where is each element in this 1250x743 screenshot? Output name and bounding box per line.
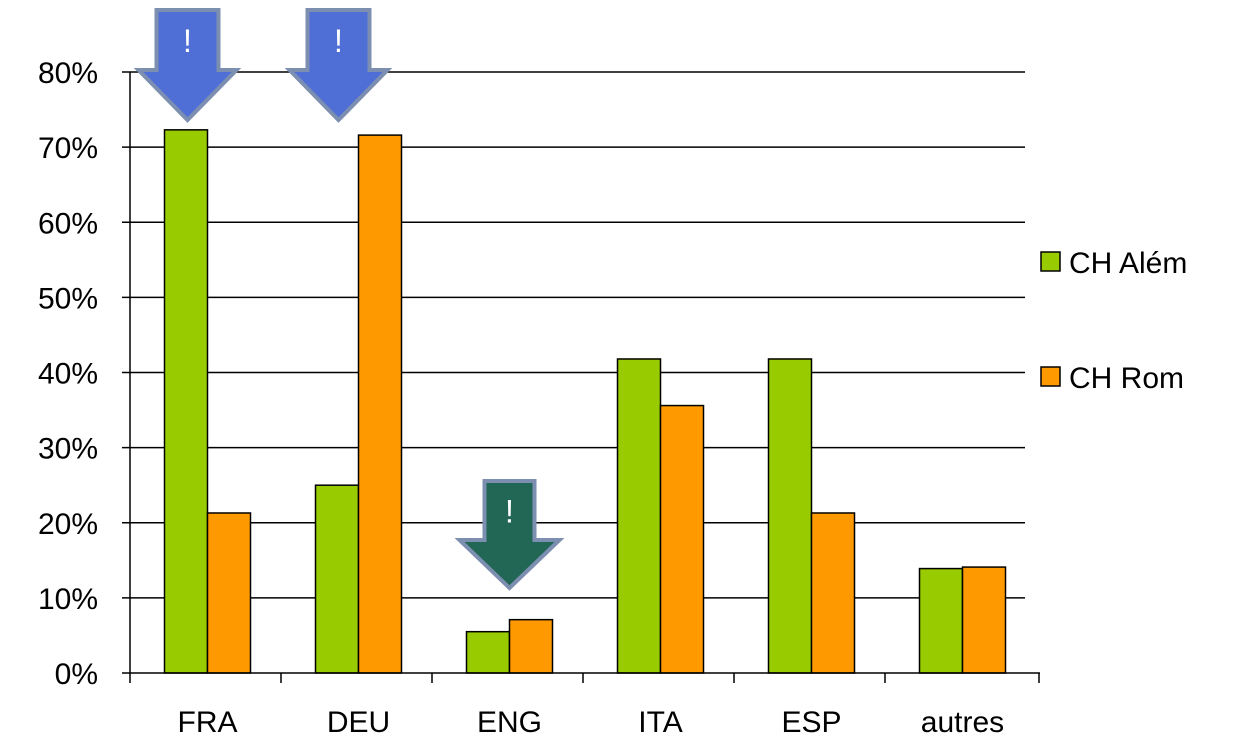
y-tick-label: 40% [38, 358, 98, 391]
legend: CH Além CH Rom [1040, 247, 1187, 395]
x-category-label: ITA [638, 706, 682, 739]
x-category-label: ENG [477, 706, 542, 739]
bar-eng-ch-alem [465, 630, 511, 674]
legend-swatch [1040, 251, 1061, 272]
bar-ita-ch-rom [659, 404, 705, 674]
bar-ita-ch-alem [616, 358, 662, 674]
y-tick-label: 50% [38, 282, 98, 315]
bars [163, 129, 1007, 674]
axis-labels: 0% 10% 20% 30% 40% 50% 60% 70% 80% FRA DEU ENG ITA ES… [38, 57, 1004, 739]
legend-label: CH Rom [1069, 362, 1184, 395]
down-arrow-icon [133, 8, 242, 123]
bar-eng-ch-rom [508, 618, 554, 674]
gridlines [130, 71, 1025, 599]
x-category-label: DEU [327, 706, 390, 739]
y-tick-label: 60% [38, 207, 98, 240]
x-category-label: FRA [178, 706, 238, 739]
axes [122, 71, 1040, 683]
down-arrow-icon [284, 8, 393, 123]
y-tick-label: 0% [55, 658, 98, 691]
bar-autres-ch-alem [918, 567, 964, 674]
legend-label: CH Além [1069, 247, 1187, 280]
y-tick-label: 70% [38, 132, 98, 165]
annotation-label: ! [505, 494, 514, 530]
bar-deu-ch-rom [357, 134, 403, 674]
y-tick-label: 80% [38, 57, 98, 90]
y-tick-label: 10% [38, 583, 98, 616]
bar-esp-ch-rom [810, 512, 856, 674]
down-arrow-icon [454, 479, 565, 591]
annotation-label: ! [183, 23, 192, 59]
bar-autres-ch-rom [961, 566, 1007, 674]
annotation-label: ! [334, 23, 343, 59]
bar-esp-ch-alem [767, 358, 813, 674]
y-tick-label: 30% [38, 433, 98, 466]
bar-fra-ch-alem [163, 129, 209, 674]
legend-swatch [1040, 366, 1061, 387]
bar-deu-ch-alem [314, 484, 360, 674]
x-category-label: autres [921, 706, 1004, 739]
bar-fra-ch-rom [206, 512, 252, 674]
annotations: !!! [133, 8, 565, 591]
y-tick-label: 20% [38, 508, 98, 541]
x-category-label: ESP [781, 706, 841, 739]
